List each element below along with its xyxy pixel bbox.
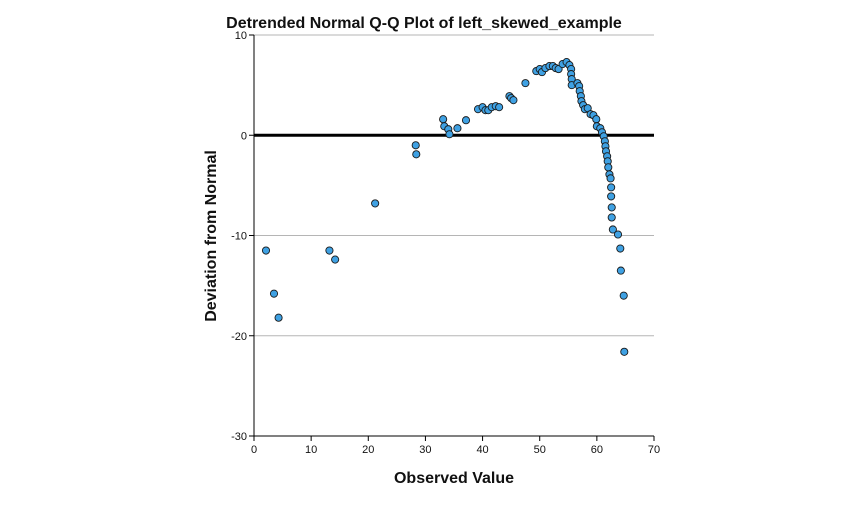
gridlines bbox=[254, 34, 654, 337]
x-tick-label: 20 bbox=[362, 444, 374, 456]
data-point bbox=[269, 289, 279, 298]
data-point bbox=[325, 246, 334, 255]
data-point bbox=[607, 192, 616, 201]
data-point bbox=[445, 130, 454, 139]
x-axis-title: Observed Value bbox=[394, 470, 514, 487]
data-point bbox=[411, 141, 420, 150]
data-point bbox=[604, 163, 613, 172]
data-point bbox=[453, 124, 462, 133]
data-point bbox=[521, 79, 530, 88]
y-tick-label: -30 bbox=[231, 431, 247, 443]
y-tick-label: 0 bbox=[241, 130, 247, 142]
data-point bbox=[619, 291, 628, 300]
data-point bbox=[274, 313, 283, 322]
axes bbox=[249, 34, 655, 441]
chart-title: Detrended Normal Q-Q Plot of left_skewed… bbox=[226, 15, 622, 32]
data-point bbox=[331, 255, 340, 264]
y-tick-label: -10 bbox=[231, 231, 247, 243]
data-point bbox=[616, 266, 625, 275]
x-tick-label: 10 bbox=[305, 444, 317, 456]
y-tick-label: -20 bbox=[231, 331, 247, 343]
y-axis-title: Deviation from Normal bbox=[203, 150, 220, 322]
data-point bbox=[495, 103, 504, 112]
x-tick-label: 60 bbox=[591, 444, 603, 456]
data-point bbox=[412, 150, 421, 159]
x-tick-label: 50 bbox=[534, 444, 546, 456]
x-tick-label: 0 bbox=[251, 444, 257, 456]
data-point bbox=[592, 115, 601, 124]
data-point bbox=[613, 230, 623, 239]
data-point bbox=[620, 347, 629, 356]
data-point bbox=[509, 96, 518, 105]
x-tick-label: 30 bbox=[419, 444, 431, 456]
data-point bbox=[461, 116, 471, 125]
data-point bbox=[371, 199, 380, 208]
data-point bbox=[616, 244, 625, 253]
data-points bbox=[261, 58, 629, 356]
data-point bbox=[607, 183, 616, 192]
data-point bbox=[607, 203, 616, 212]
data-point bbox=[607, 213, 616, 222]
x-tick-label: 40 bbox=[476, 444, 488, 456]
data-point bbox=[608, 225, 617, 234]
data-point bbox=[439, 115, 448, 124]
data-point bbox=[261, 246, 271, 255]
x-tick-label: 70 bbox=[648, 444, 660, 456]
tick-labels: 0 10 20 30 40 50 60 70 -30 -20 -10 0 10 bbox=[231, 30, 660, 456]
data-point bbox=[606, 174, 615, 183]
y-tick-label: 10 bbox=[235, 30, 247, 42]
